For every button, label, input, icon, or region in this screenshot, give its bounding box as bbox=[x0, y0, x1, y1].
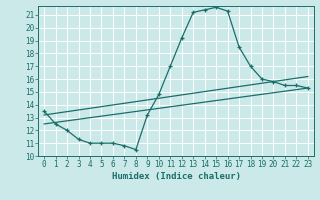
X-axis label: Humidex (Indice chaleur): Humidex (Indice chaleur) bbox=[111, 172, 241, 181]
